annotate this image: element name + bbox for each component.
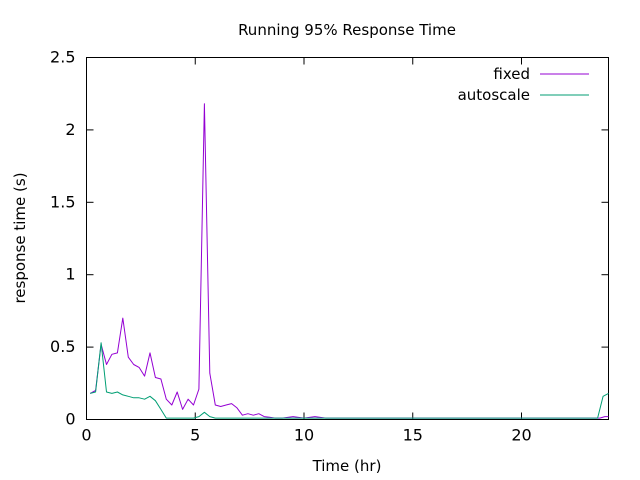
x-tick-label: 20 xyxy=(511,426,531,445)
y-axis-title: response time (s) xyxy=(11,172,29,303)
plot-frame xyxy=(86,57,609,420)
y-tick-label: 0.5 xyxy=(50,337,75,356)
series-line-fixed xyxy=(89,103,609,419)
y-tick-label: 2.5 xyxy=(50,48,75,67)
x-axis-title: Time (hr) xyxy=(312,457,382,475)
legend-label-autoscale: autoscale xyxy=(458,86,530,104)
series-line-autoscale xyxy=(90,342,609,419)
y-tick-label: 1.5 xyxy=(50,192,75,211)
x-tick-label: 10 xyxy=(294,426,314,445)
x-tick-label: 5 xyxy=(190,426,200,445)
x-tick-label: 15 xyxy=(403,426,423,445)
legend-label-fixed: fixed xyxy=(493,65,530,83)
y-tick-label: 0 xyxy=(65,410,75,429)
chart-title: Running 95% Response Time xyxy=(238,21,456,39)
y-tick-label: 2 xyxy=(65,120,75,139)
legend: fixed autoscale xyxy=(458,65,589,104)
y-tick-label: 1 xyxy=(65,265,75,284)
x-tick-label: 0 xyxy=(81,426,91,445)
